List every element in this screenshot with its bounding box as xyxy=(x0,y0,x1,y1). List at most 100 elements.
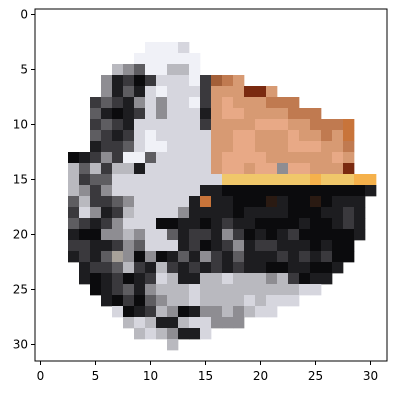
heatmap-cell xyxy=(68,251,80,263)
heatmap-cell xyxy=(244,108,256,120)
heatmap-cell xyxy=(211,86,223,98)
heatmap-cell xyxy=(343,229,355,241)
heatmap-cell xyxy=(156,306,168,318)
heatmap-cell xyxy=(288,141,300,153)
heatmap-cell xyxy=(167,86,179,98)
heatmap-cell xyxy=(244,240,256,252)
heatmap-cell xyxy=(145,130,157,142)
heatmap-cell xyxy=(178,174,190,186)
heatmap-cell xyxy=(222,207,234,219)
heatmap-cell xyxy=(189,64,201,76)
heatmap-cell xyxy=(222,86,234,98)
heatmap-cell xyxy=(211,152,223,164)
heatmap-cell xyxy=(288,97,300,109)
heatmap-cell xyxy=(123,174,135,186)
heatmap-cell xyxy=(200,218,212,230)
heatmap-cell xyxy=(222,284,234,296)
heatmap-cell xyxy=(211,295,223,307)
heatmap-cell xyxy=(145,196,157,208)
heatmap-cell xyxy=(134,174,146,186)
heatmap-cell xyxy=(255,185,267,197)
heatmap-cell xyxy=(167,185,179,197)
heatmap-cell xyxy=(189,119,201,131)
heatmap-cell xyxy=(134,152,146,164)
heatmap-cell xyxy=(178,141,190,153)
heatmap-cell xyxy=(222,251,234,263)
heatmap-cell xyxy=(266,229,278,241)
heatmap-cell xyxy=(321,207,333,219)
heatmap-cell xyxy=(310,174,322,186)
heatmap-cell xyxy=(244,86,256,98)
heatmap-cell xyxy=(277,174,289,186)
heatmap-cell xyxy=(145,284,157,296)
heatmap-cell xyxy=(222,295,234,307)
heatmap-cell xyxy=(123,64,135,76)
heatmap-cell xyxy=(200,251,212,263)
heatmap-cell xyxy=(266,141,278,153)
heatmap-cell xyxy=(112,295,124,307)
heatmap-cell xyxy=(178,240,190,252)
heatmap-cell xyxy=(112,196,124,208)
heatmap-cell xyxy=(123,273,135,285)
heatmap-cell xyxy=(277,284,289,296)
heatmap-cell xyxy=(222,262,234,274)
heatmap-cell xyxy=(90,97,102,109)
heatmap-cell xyxy=(145,218,157,230)
heatmap-cell xyxy=(145,306,157,318)
heatmap-cell xyxy=(321,251,333,263)
heatmap-cell xyxy=(101,75,113,87)
heatmap-cell xyxy=(299,229,311,241)
heatmap-cell xyxy=(332,262,344,274)
heatmap-cell xyxy=(123,251,135,263)
heatmap-cell xyxy=(266,86,278,98)
heatmap-cell xyxy=(90,273,102,285)
heatmap-cell xyxy=(134,163,146,175)
heatmap-cell xyxy=(112,86,124,98)
heatmap-cell xyxy=(156,229,168,241)
heatmap-cell xyxy=(167,306,179,318)
heatmap-cell xyxy=(211,130,223,142)
heatmap-cell xyxy=(90,251,102,263)
heatmap-cell xyxy=(112,218,124,230)
heatmap-cell xyxy=(79,218,91,230)
heatmap-cell xyxy=(211,207,223,219)
heatmap-cell xyxy=(277,295,289,307)
heatmap-cell xyxy=(255,284,267,296)
heatmap-cell xyxy=(189,284,201,296)
heatmap-cell xyxy=(354,207,366,219)
heatmap-cell xyxy=(189,295,201,307)
heatmap-cell xyxy=(299,251,311,263)
heatmap-cell xyxy=(101,108,113,120)
heatmap-cell xyxy=(112,174,124,186)
heatmap-cell xyxy=(321,196,333,208)
x-tick-label: 25 xyxy=(308,369,323,383)
heatmap-cell xyxy=(134,295,146,307)
heatmap-cell xyxy=(222,97,234,109)
heatmap-cell xyxy=(68,240,80,252)
heatmap-cell xyxy=(288,163,300,175)
heatmap-cell xyxy=(321,163,333,175)
heatmap-cell xyxy=(233,295,245,307)
heatmap-cell xyxy=(200,108,212,120)
heatmap-cell xyxy=(244,130,256,142)
heatmap-cell xyxy=(299,262,311,274)
heatmap-cell xyxy=(79,185,91,197)
heatmap-cell xyxy=(310,152,322,164)
heatmap-cell xyxy=(288,262,300,274)
heatmap-cell xyxy=(134,141,146,153)
y-tick-label: 10 xyxy=(13,118,28,132)
heatmap-cell xyxy=(299,141,311,153)
heatmap-cell xyxy=(134,75,146,87)
heatmap-cell xyxy=(134,119,146,131)
heatmap-cell xyxy=(233,119,245,131)
heatmap-cell xyxy=(200,273,212,285)
heatmap-cell xyxy=(222,240,234,252)
heatmap-cell xyxy=(310,284,322,296)
heatmap-cell xyxy=(90,196,102,208)
heatmap-cell xyxy=(233,163,245,175)
heatmap-cell xyxy=(178,317,190,329)
heatmap-cell xyxy=(255,218,267,230)
heatmap-cell xyxy=(321,130,333,142)
heatmap-cell xyxy=(255,273,267,285)
heatmap-cell xyxy=(288,185,300,197)
